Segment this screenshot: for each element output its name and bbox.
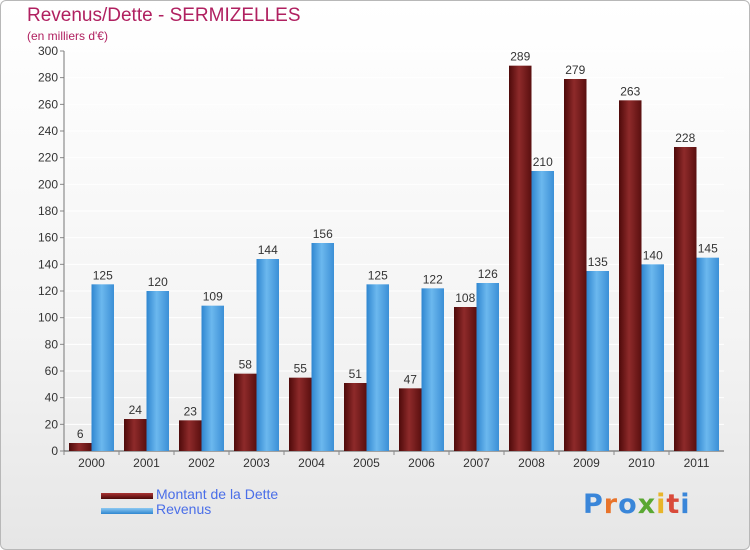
bar-debt	[289, 377, 312, 451]
bar-debt	[344, 383, 367, 451]
bar-revenus	[366, 284, 389, 451]
bar-debt	[399, 388, 422, 451]
y-tick-label: 300	[38, 44, 58, 58]
bar-revenus	[586, 271, 609, 451]
bar-revenus	[641, 264, 664, 451]
bar-debt	[454, 307, 477, 451]
chart-title: Revenus/Dette - SERMIZELLES	[27, 5, 301, 26]
bar-revenus	[201, 305, 224, 451]
bar-revenus	[421, 288, 444, 451]
data-label-revenus: 140	[643, 248, 663, 262]
bar-debt	[619, 100, 642, 451]
y-tick-label: 120	[38, 284, 58, 298]
bar-debt	[674, 147, 697, 451]
data-label-debt: 47	[404, 372, 418, 386]
bar-revenus	[91, 284, 114, 451]
data-label-debt: 228	[675, 131, 695, 145]
x-tick-label: 2003	[243, 456, 270, 470]
x-tick-label: 2008	[518, 456, 545, 470]
data-label-debt: 108	[455, 291, 475, 305]
x-tick-label: 2007	[463, 456, 490, 470]
bar-revenus	[311, 243, 334, 451]
data-label-debt: 263	[620, 84, 640, 98]
y-tick-label: 220	[38, 151, 58, 165]
data-label-debt: 58	[239, 358, 253, 372]
legend-label-revenus: Revenus	[156, 501, 212, 517]
bar-revenus	[696, 257, 719, 451]
logo-letter: i	[680, 489, 691, 520]
data-label-revenus: 125	[368, 268, 388, 282]
x-tick-label: 2009	[573, 456, 600, 470]
bar-debt	[234, 373, 257, 451]
y-tick-label: 0	[51, 444, 58, 458]
x-tick-label: 2005	[353, 456, 380, 470]
y-tick-label: 240	[38, 124, 58, 138]
x-tick-label: 2006	[408, 456, 435, 470]
y-tick-label: 140	[38, 257, 58, 271]
data-label-revenus: 144	[258, 243, 278, 257]
data-label-debt: 279	[565, 63, 585, 77]
data-label-revenus: 126	[478, 267, 498, 281]
logo-letter: r	[603, 489, 619, 520]
x-tick-label: 2011	[684, 456, 710, 470]
y-tick-label: 180	[38, 204, 58, 218]
data-label-debt: 51	[349, 367, 363, 381]
logo-letter: i	[656, 489, 667, 520]
data-label-revenus: 145	[698, 242, 718, 256]
y-tick-label: 60	[45, 364, 59, 378]
y-tick-label: 20	[45, 417, 59, 431]
bar-revenus	[476, 283, 499, 451]
logo-letter: t	[666, 489, 681, 520]
y-tick-label: 160	[38, 231, 58, 245]
legend-swatch-dette	[101, 493, 153, 499]
bar-revenus	[531, 171, 554, 451]
bar-debt	[124, 419, 147, 451]
data-label-revenus: 109	[203, 290, 223, 304]
legend-label-dette: Montant de la Dette	[156, 486, 279, 502]
data-label-debt: 24	[129, 403, 143, 417]
data-label-debt: 23	[184, 404, 198, 418]
x-tick-label: 2002	[188, 456, 215, 470]
x-tick-label: 2000	[78, 456, 105, 470]
legend-swatch-revenus	[101, 508, 153, 514]
x-tick-label: 2001	[133, 456, 160, 470]
data-label-revenus: 122	[423, 272, 443, 286]
y-tick-label: 100	[38, 311, 58, 325]
logo-letter: P	[583, 489, 604, 520]
data-label-debt: 6	[77, 427, 84, 441]
bar-debt	[69, 443, 92, 451]
bar-debt	[509, 65, 532, 452]
data-label-revenus: 210	[533, 155, 553, 169]
data-label-debt: 55	[294, 362, 308, 376]
y-tick-label: 200	[38, 177, 58, 191]
chart-subtitle: (en milliers d'€)	[27, 29, 108, 43]
data-label-revenus: 135	[588, 255, 608, 269]
proxiti-logo: Proxiti	[583, 489, 691, 520]
data-label-revenus: 120	[148, 275, 168, 289]
logo-letter: x	[637, 489, 657, 520]
y-tick-label: 260	[38, 97, 58, 111]
x-tick-label: 2004	[298, 456, 325, 470]
y-tick-label: 80	[45, 337, 59, 351]
data-label-debt: 289	[510, 50, 530, 64]
y-tick-label: 40	[45, 391, 59, 405]
data-label-revenus: 125	[93, 268, 113, 282]
x-tick-label: 2010	[628, 456, 655, 470]
bar-debt	[179, 420, 202, 451]
bar-revenus	[256, 259, 279, 451]
bar-revenus	[146, 291, 169, 451]
bar-debt	[564, 79, 587, 451]
data-label-revenus: 156	[313, 227, 333, 241]
y-tick-label: 280	[38, 71, 58, 85]
logo-letter: o	[618, 489, 638, 520]
